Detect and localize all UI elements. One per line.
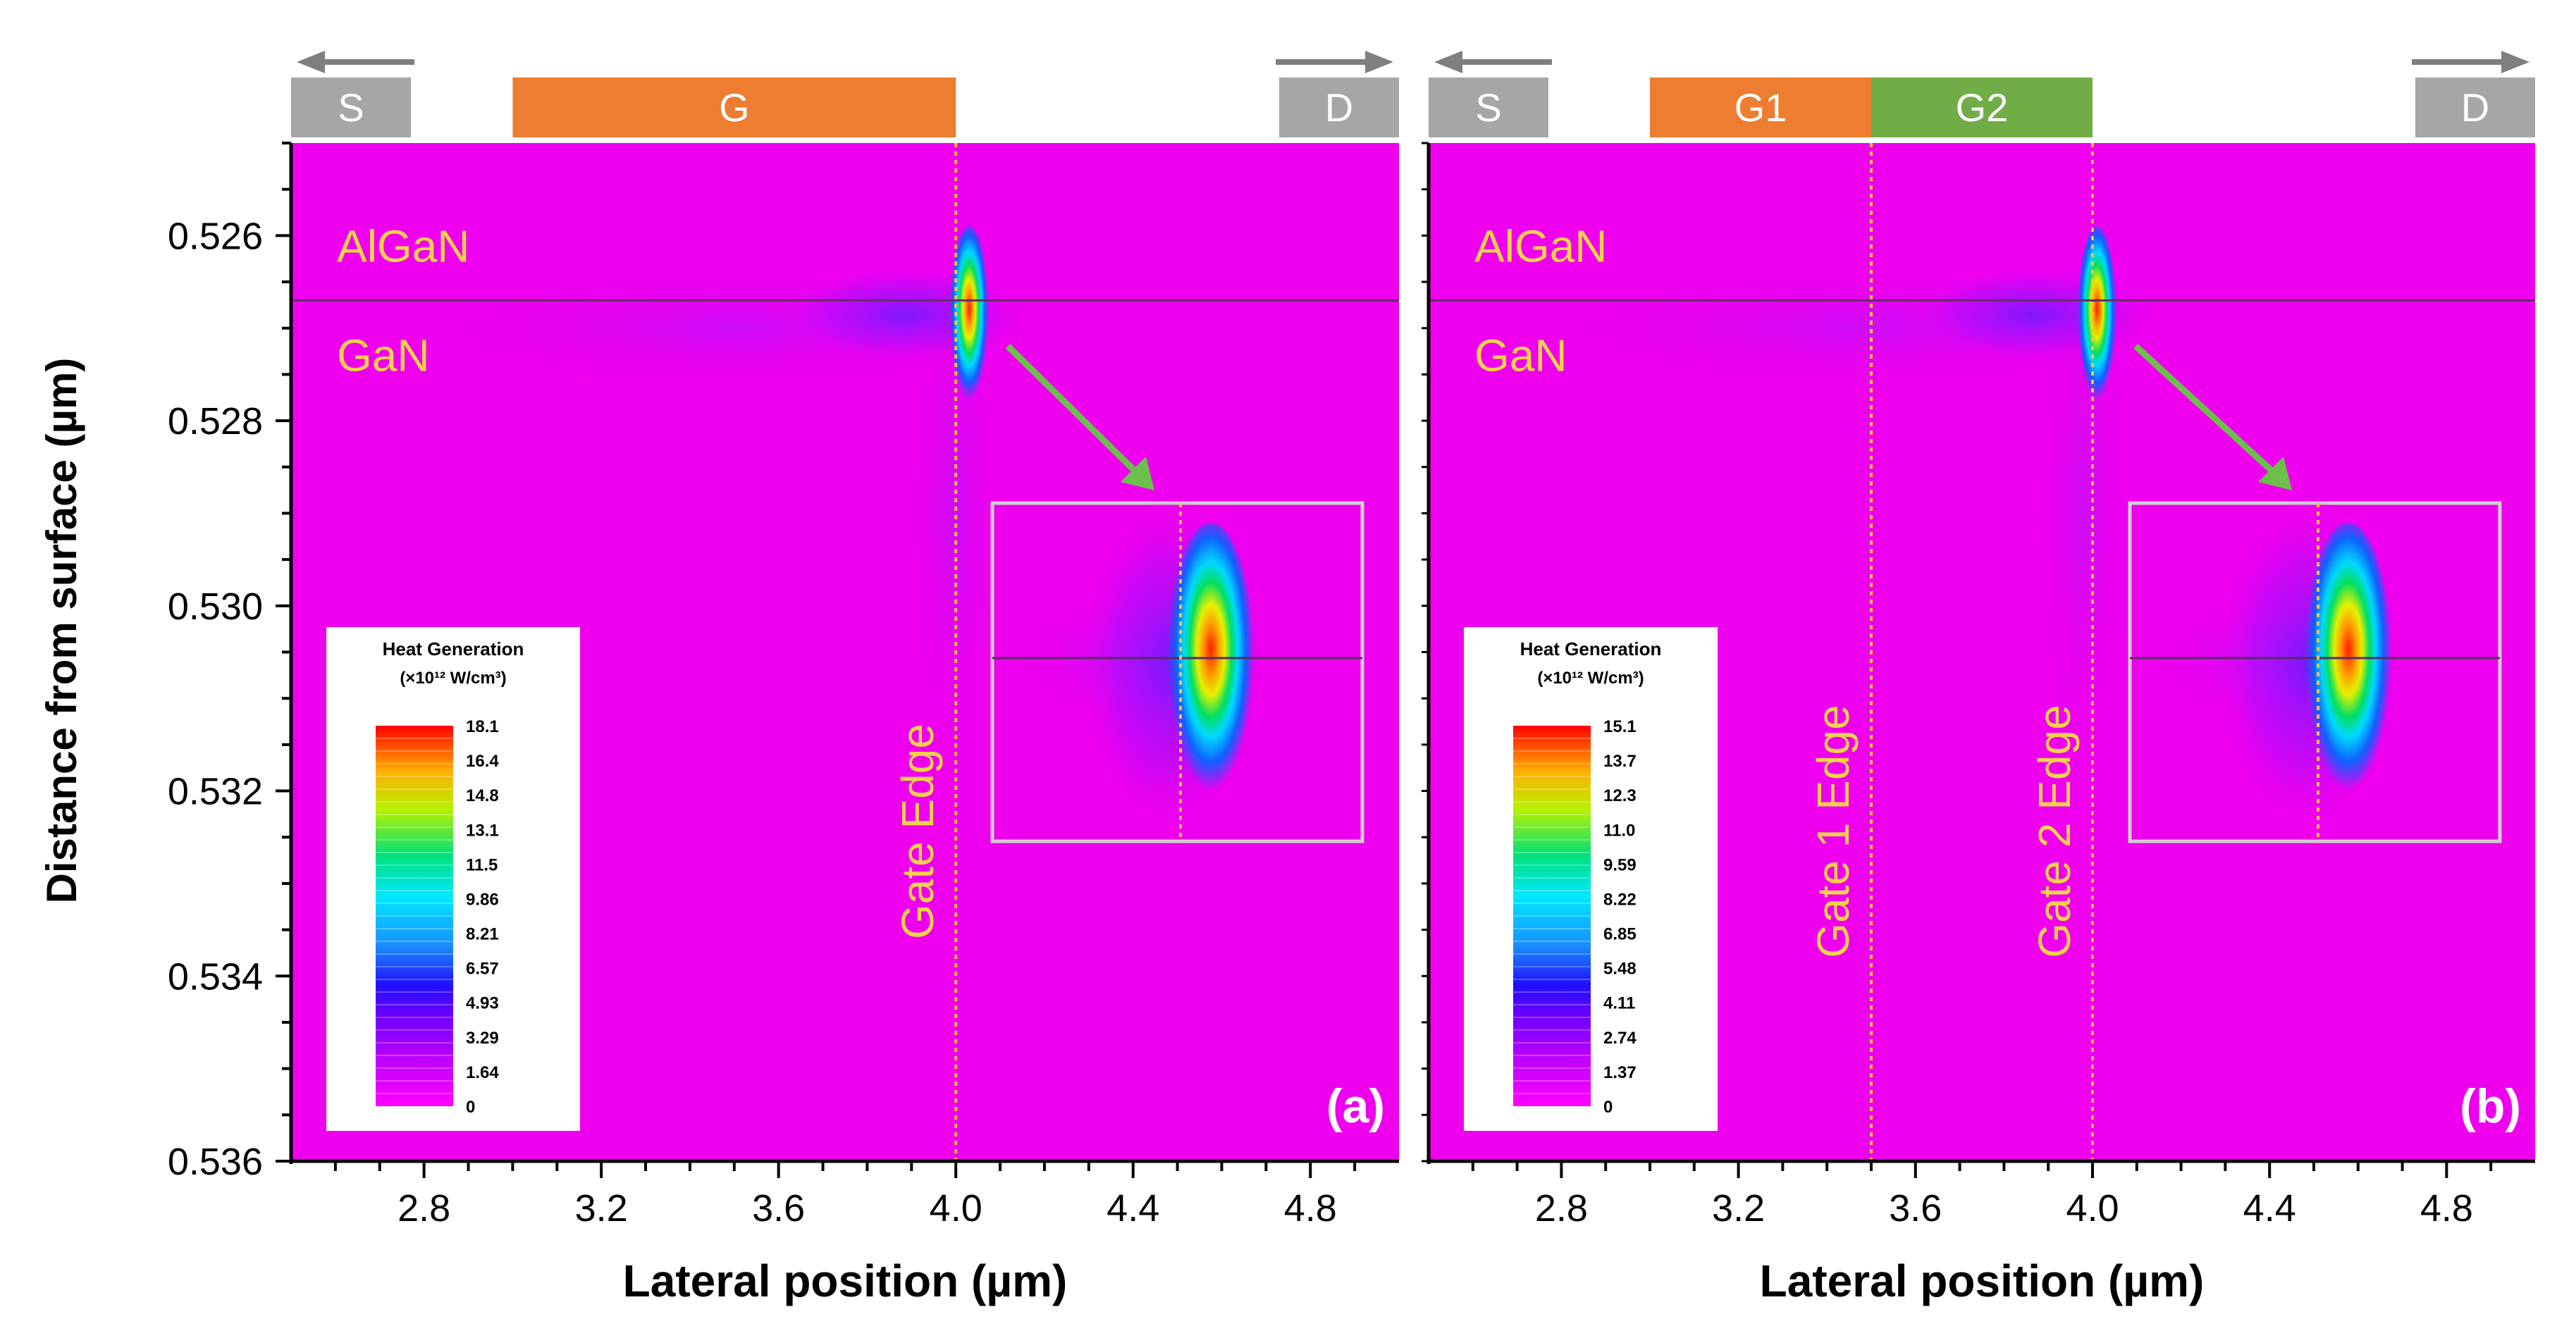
- x-tick-label: 2.8: [1535, 1187, 1588, 1229]
- electrode-s: [1429, 78, 1548, 137]
- pointer-arrow-head: [1121, 457, 1154, 490]
- y-tick-label: 0.532: [168, 771, 263, 813]
- colorbar-gradient: [1513, 726, 1591, 1106]
- colorbar-label: 1.37: [1603, 1063, 1637, 1082]
- x-tick-label: 3.2: [575, 1187, 628, 1229]
- x-axis-title: Lateral position (µm): [1760, 1256, 2205, 1306]
- x-tick-label: 4.8: [1284, 1187, 1337, 1229]
- panel-a: AlGaN GaN Gate Edge Heat Generation (×10¹² W…: [168, 51, 1399, 1306]
- electrode-label: G2: [1956, 85, 2009, 130]
- electrode-g2: [1871, 78, 2093, 137]
- colorbar-label: 8.22: [1603, 890, 1637, 909]
- colorbar-label: 3.29: [466, 1029, 499, 1048]
- pointer-arrow-shaft: [2133, 343, 2281, 479]
- x-tick-label: 3.2: [1712, 1187, 1765, 1229]
- colorbar-label: 13.7: [1603, 752, 1637, 771]
- colorbar-units: (×10¹² W/cm³): [1537, 669, 1644, 688]
- colorbar-title: Heat Generation: [383, 638, 524, 659]
- colorbar-label: 9.59: [1603, 855, 1637, 874]
- pointer-arrow-head: [2258, 457, 2292, 490]
- y-tick-label: 0.526: [168, 215, 263, 257]
- layer-label-algan: AlGaN: [1474, 221, 1608, 271]
- y-tick-label: 0.530: [168, 586, 263, 628]
- inset-hotspot: [2305, 523, 2392, 805]
- y-tick-label: 0.534: [168, 955, 263, 998]
- colorbar-label: 15.1: [1603, 717, 1637, 736]
- x-tick-label: 4.0: [2066, 1187, 2119, 1229]
- x-tick-label: 4.4: [2243, 1187, 2296, 1229]
- colorbar-label: 4.11: [1603, 994, 1635, 1013]
- source-arrow-head: [297, 51, 325, 73]
- drain-arrow-head: [2501, 51, 2529, 73]
- colorbar-label: 11.5: [466, 855, 498, 874]
- layer-label-algan: AlGaN: [337, 221, 470, 271]
- electrode-label: S: [338, 85, 364, 130]
- x-axis-title: Lateral position (µm): [623, 1256, 1068, 1306]
- heat-halo: [779, 265, 1033, 364]
- electrode-label: S: [1475, 85, 1501, 130]
- hotspot: [949, 226, 990, 410]
- colorbar-label: 1.64: [466, 1063, 499, 1082]
- x-tick-label: 3.6: [1889, 1187, 1942, 1229]
- colorbar-label: 8.21: [466, 925, 499, 944]
- colorbar-units: (×10¹² W/cm³): [400, 669, 506, 688]
- colorbar-label: 5.48: [1603, 960, 1637, 979]
- colorbar-label: 6.57: [466, 960, 499, 979]
- colorbar-label: 0: [466, 1098, 475, 1117]
- heat-halo: [1906, 265, 2161, 364]
- colorbar-label: 12.3: [1603, 786, 1637, 805]
- colorbar-label: 4.93: [466, 994, 499, 1013]
- y-tick-label: 0.536: [168, 1141, 263, 1183]
- colorbar-label: 18.1: [466, 717, 499, 736]
- colorbar-label: 11.0: [1603, 821, 1635, 840]
- x-tick-label: 2.8: [398, 1187, 450, 1229]
- electrode-s: [291, 78, 411, 137]
- colorbar-label: 9.86: [466, 890, 499, 909]
- electrode-label: G: [719, 85, 750, 130]
- electrode-g1: [1650, 78, 1871, 137]
- colorbar-label: 6.85: [1603, 925, 1637, 944]
- colorbar-label: 16.4: [466, 752, 499, 771]
- electrode-label: D: [2461, 85, 2489, 130]
- gate-edge-label: Gate Edge: [892, 724, 943, 939]
- x-tick-label: 4.4: [1107, 1187, 1159, 1229]
- layer-label-gan: GaN: [337, 330, 430, 380]
- x-tick-label: 4.8: [2420, 1187, 2473, 1229]
- x-tick-label: 3.6: [752, 1187, 805, 1229]
- panel-label: (b): [2460, 1079, 2521, 1133]
- pointer-arrow-shaft: [1005, 344, 1143, 479]
- drain-arrow-head: [1365, 51, 1393, 73]
- y-tick-label: 0.528: [168, 400, 263, 442]
- gate-edge-label: Gate 2 Edge: [2029, 705, 2080, 958]
- electrode-label: D: [1325, 85, 1353, 130]
- electrode-d: [1279, 78, 1399, 137]
- colorbar-gradient: [376, 726, 453, 1106]
- panel-label: (a): [1326, 1079, 1385, 1133]
- source-arrow-head: [1434, 51, 1462, 73]
- colorbar-label: 13.1: [466, 821, 499, 840]
- hotspot: [2077, 226, 2117, 410]
- electrode-d: [2415, 78, 2535, 137]
- inset-hotspot: [1167, 523, 1255, 805]
- colorbar-label: 14.8: [466, 786, 499, 805]
- layer-label-gan: GaN: [1474, 330, 1567, 380]
- colorbar-label: 0: [1603, 1098, 1613, 1117]
- y-axis-title: Distance from surface (µm): [38, 358, 85, 904]
- colorbar-label: 2.74: [1603, 1029, 1637, 1048]
- electrode-label: G1: [1734, 85, 1787, 130]
- x-tick-label: 4.0: [930, 1187, 982, 1229]
- colorbar-title: Heat Generation: [1520, 638, 1662, 659]
- gate-edge-label: Gate 1 Edge: [1808, 705, 1859, 958]
- electrode-g: [512, 78, 956, 137]
- panel-b: AlGaN GaN Gate 1 Edge Gate 2 Edge Heat Gener…: [1422, 51, 2535, 1306]
